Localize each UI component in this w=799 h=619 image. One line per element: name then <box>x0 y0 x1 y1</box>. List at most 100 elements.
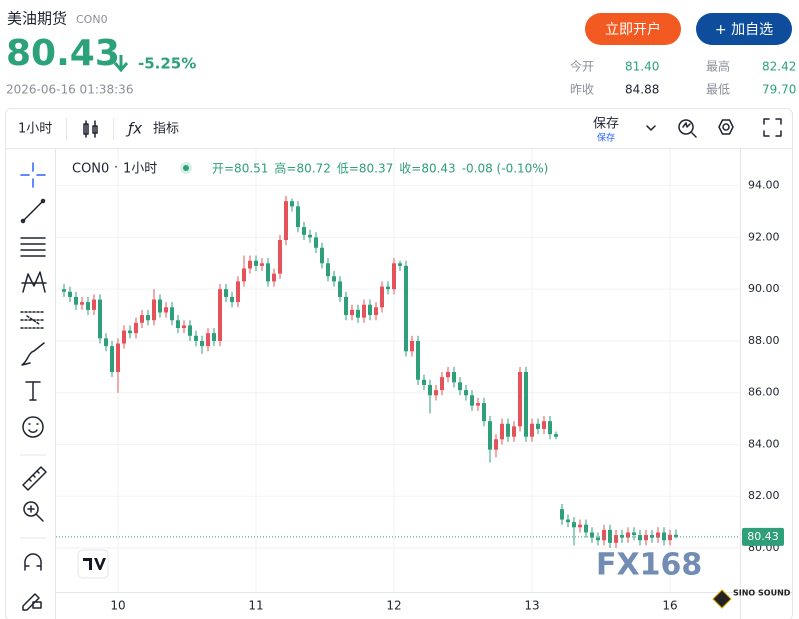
candle-body <box>266 263 270 282</box>
candle-body <box>512 426 516 437</box>
candle-body <box>206 333 210 347</box>
candle-body <box>224 289 228 297</box>
fx-icon[interactable]: ƒx <box>125 120 142 138</box>
candle-body <box>362 304 366 318</box>
candle-body <box>80 302 84 305</box>
candle-body <box>482 403 486 422</box>
candle-body <box>674 534 678 537</box>
stat-value: 84.88 <box>625 83 659 97</box>
instrument-name: 美油期货 <box>7 10 67 28</box>
candle-body <box>278 240 282 274</box>
candle-body <box>236 281 240 303</box>
candle-body <box>104 338 108 347</box>
x-tick-label: 16 <box>662 599 677 613</box>
price: 80.43 <box>6 33 120 74</box>
candle-body <box>566 519 570 523</box>
candle-body <box>296 206 300 228</box>
y-tick-label: 88.00 <box>748 334 780 347</box>
candle-body <box>428 384 432 396</box>
candle-body <box>74 296 78 305</box>
candle-body <box>452 372 456 383</box>
candle-type-button[interactable] <box>83 120 98 138</box>
y-tick-label: 84.00 <box>748 437 780 450</box>
legend-value: -0.08 (-0.10%) <box>462 162 549 176</box>
candle-body <box>110 346 114 372</box>
candle-body <box>416 340 420 380</box>
candle-body <box>620 535 624 538</box>
save-button[interactable]: 保存 <box>593 117 619 132</box>
candle-body <box>158 299 162 313</box>
candle-body <box>374 307 378 316</box>
legend-value: 高=80.72 <box>274 161 330 176</box>
candle-body <box>590 532 594 538</box>
candle-body <box>290 201 294 207</box>
y-tick-label: 82.00 <box>748 489 780 502</box>
candle-body <box>464 390 468 396</box>
candle-body <box>314 237 318 248</box>
drawing-tools[interactable] <box>20 162 47 611</box>
candle-body <box>302 227 306 235</box>
candle-body <box>338 281 342 297</box>
candle-body <box>506 423 510 437</box>
candle-body <box>596 537 600 541</box>
candle-body <box>230 296 234 303</box>
candle-body <box>386 286 390 290</box>
candle-body <box>194 335 198 341</box>
watchlist-button[interactable] <box>696 13 792 45</box>
legend-separator: · <box>114 161 118 176</box>
candle-body <box>668 534 672 541</box>
last-price-label: 80.43 <box>747 530 779 543</box>
candle-body <box>134 322 138 334</box>
candle-body <box>212 333 216 341</box>
candle-body <box>638 535 642 541</box>
x-tick-label: 12 <box>386 599 401 613</box>
stat-label: 今开 <box>570 59 594 74</box>
candle-body <box>524 372 528 437</box>
candle-body <box>188 325 192 336</box>
candle-body <box>656 532 660 538</box>
legend-value: 低=80.37 <box>337 162 393 176</box>
last-price-box <box>742 527 784 546</box>
candle-body <box>530 423 534 437</box>
candle-body <box>122 330 126 344</box>
candle-body <box>554 434 558 437</box>
legend-symbol: CON0 <box>72 162 109 177</box>
candle-body <box>260 263 264 266</box>
save-status: 保存 <box>597 132 615 144</box>
candle-body <box>146 315 150 321</box>
candle-body <box>392 263 396 290</box>
candle-body <box>542 421 546 429</box>
candle-body <box>140 315 144 323</box>
candle-body <box>500 423 504 440</box>
candle-body <box>68 291 72 297</box>
y-tick-label: 90.00 <box>748 282 780 295</box>
candle-body <box>368 304 372 316</box>
candle-body <box>626 532 630 538</box>
candle-body <box>116 343 120 372</box>
settings-button[interactable] <box>718 119 734 135</box>
open-account-button[interactable] <box>585 13 681 45</box>
price-change: -5.25% <box>138 55 196 73</box>
candle-body <box>92 299 96 310</box>
indicators-button[interactable]: 指标 <box>153 122 179 137</box>
chart: 80.0082.0084.0086.0088.0090.0092.0094.00… <box>56 149 792 619</box>
fullscreen-button[interactable] <box>763 118 782 137</box>
down-arrow <box>113 55 129 73</box>
candle-body <box>176 320 180 328</box>
candle-body <box>308 234 312 238</box>
watchlist-label[interactable]: + 加自选 <box>715 22 773 38</box>
candle-body <box>398 263 402 266</box>
save-menu[interactable] <box>646 125 656 131</box>
stat-value: 81.40 <box>625 60 659 74</box>
candle-body <box>632 532 636 536</box>
candle-body <box>644 535 648 541</box>
alert-button[interactable] <box>678 119 697 138</box>
open-account-label[interactable]: 立即开户 <box>605 21 661 38</box>
candle-body <box>434 390 438 396</box>
candle-body <box>242 268 246 282</box>
interval-selector[interactable]: 1小时 <box>18 122 52 137</box>
candle-body <box>152 299 156 321</box>
sinosound-logo <box>712 589 732 609</box>
x-tick-label: 13 <box>524 599 539 613</box>
